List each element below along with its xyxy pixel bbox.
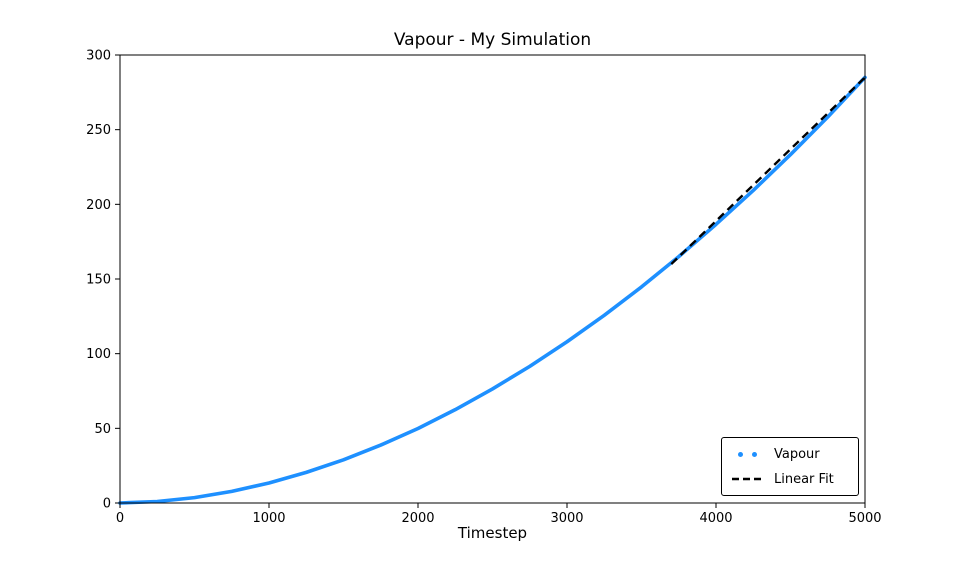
y-tick-label: 100 [86, 347, 111, 362]
x-tick-label: 1000 [252, 511, 285, 526]
vapour-dot-icon [751, 451, 757, 457]
y-tick-label: 50 [94, 422, 111, 437]
y-tick-label: 200 [86, 198, 111, 213]
legend-label-linear-fit: Linear Fit [774, 471, 834, 487]
plot-frame [119, 54, 866, 504]
y-axis-ticks: 0 50 100 150 200 250 300 [86, 49, 120, 512]
x-tick-label: 2000 [401, 511, 434, 526]
vapour-dot-icon [737, 451, 743, 457]
y-tick-label: 150 [86, 273, 111, 288]
series-group [118, 75, 867, 505]
legend-item-vapour: Vapour [730, 445, 850, 463]
legend: Vapour Linear Fit [721, 437, 859, 496]
y-tick-label: 0 [103, 497, 111, 512]
plot-title: Vapour - My Simulation [393, 30, 592, 50]
legend-item-linear-fit: Linear Fit [730, 470, 850, 488]
x-tick-label: 3000 [550, 511, 583, 526]
linear-fit-dash-marker-icon [732, 477, 762, 481]
x-tick-label: 4000 [699, 511, 732, 526]
vapour-dots-marker-icon [730, 451, 764, 457]
x-axis-ticks: 0 1000 2000 3000 4000 5000 [116, 503, 882, 526]
x-tick-label: 5000 [848, 511, 881, 526]
y-tick-label: 300 [86, 49, 111, 64]
legend-label-vapour: Vapour [774, 446, 820, 462]
x-tick-label: 0 [116, 511, 124, 526]
vapour-series [118, 75, 867, 505]
x-axis-label: Timestep [457, 524, 528, 542]
linear-fit-series [670, 76, 866, 265]
y-tick-label: 250 [86, 123, 111, 138]
